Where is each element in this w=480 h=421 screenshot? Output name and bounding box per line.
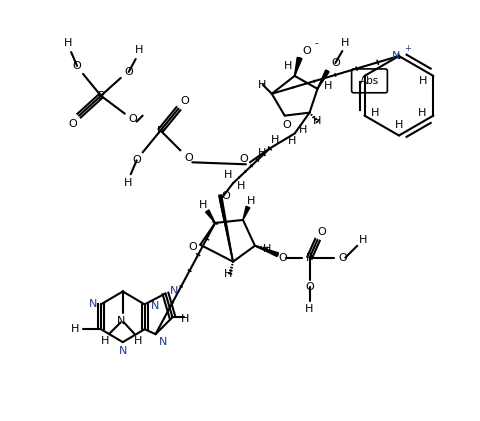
Text: H: H <box>236 181 245 191</box>
Text: O: O <box>180 96 188 106</box>
Text: H: H <box>358 235 367 245</box>
Text: O: O <box>128 114 137 124</box>
Text: H: H <box>133 336 142 346</box>
Text: O: O <box>183 153 192 163</box>
Text: O: O <box>330 58 339 68</box>
Text: H: H <box>134 45 143 55</box>
Text: P: P <box>306 253 312 263</box>
Text: -: - <box>314 38 317 48</box>
Text: H: H <box>287 136 295 147</box>
Text: H: H <box>257 148 265 158</box>
Text: H: H <box>223 170 232 180</box>
Text: O: O <box>69 119 77 128</box>
Polygon shape <box>242 206 249 220</box>
Text: H: H <box>298 125 306 135</box>
Text: H: H <box>324 81 332 91</box>
Text: H: H <box>283 61 291 71</box>
Text: H: H <box>305 304 313 314</box>
Text: N: N <box>159 337 168 347</box>
Text: H: H <box>181 314 189 324</box>
Text: H: H <box>257 80 265 90</box>
Text: O: O <box>337 253 346 263</box>
Text: O: O <box>72 61 81 71</box>
Text: H: H <box>394 120 402 130</box>
Polygon shape <box>205 210 215 223</box>
Text: O: O <box>282 120 290 130</box>
FancyBboxPatch shape <box>351 69 386 93</box>
Text: H: H <box>223 269 232 279</box>
Text: N: N <box>391 51 399 61</box>
Text: O: O <box>132 155 141 165</box>
Text: O: O <box>278 253 287 263</box>
Text: +: + <box>403 44 410 53</box>
Text: N: N <box>170 286 178 296</box>
Text: H: H <box>64 38 72 48</box>
Text: H: H <box>100 336 109 346</box>
Text: P: P <box>97 91 104 101</box>
Text: N: N <box>116 316 125 326</box>
Text: Abs: Abs <box>359 76 378 86</box>
Text: O: O <box>188 242 196 252</box>
Text: H: H <box>419 76 427 86</box>
Text: H: H <box>270 136 278 146</box>
Text: O: O <box>304 282 313 293</box>
Text: H: H <box>246 196 254 206</box>
Text: H: H <box>199 200 207 210</box>
Text: O: O <box>316 227 325 237</box>
Polygon shape <box>294 57 301 76</box>
Text: H: H <box>123 178 132 188</box>
Text: O: O <box>124 67 133 77</box>
Polygon shape <box>317 70 328 89</box>
Text: H: H <box>371 108 379 117</box>
Text: H: H <box>418 108 426 117</box>
Text: N: N <box>119 346 127 356</box>
Text: H: H <box>71 324 79 334</box>
Text: H: H <box>340 38 349 48</box>
Text: N: N <box>150 301 158 312</box>
Text: P: P <box>157 125 164 136</box>
Text: N: N <box>89 299 97 309</box>
Text: H: H <box>312 116 321 125</box>
Text: H: H <box>262 244 270 254</box>
Text: O: O <box>221 191 230 201</box>
Text: O: O <box>301 46 310 56</box>
Polygon shape <box>218 195 233 262</box>
Polygon shape <box>254 246 278 256</box>
Text: O: O <box>239 155 248 164</box>
